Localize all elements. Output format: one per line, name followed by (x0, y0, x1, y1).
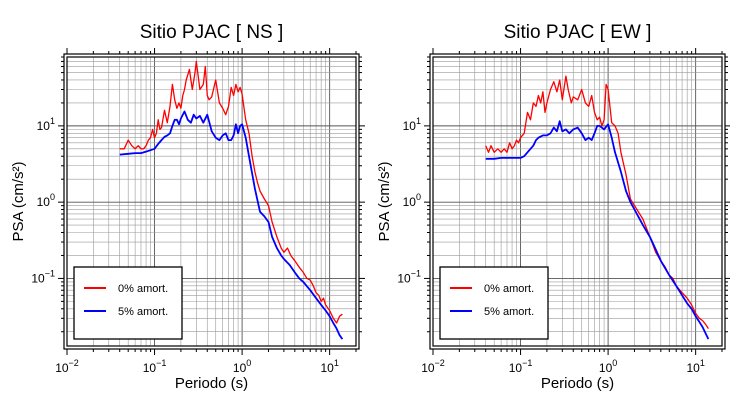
x-tick-label: 10−2 (421, 358, 445, 375)
plot-frame (432, 56, 723, 347)
x-tick-label: 10−2 (55, 358, 79, 375)
legend-label: 0% amort. (118, 283, 168, 295)
legend-box (439, 266, 549, 340)
legend: 0% amort. 5% amort. (73, 266, 183, 340)
y-tick-label: 10−1 (397, 268, 421, 285)
tick-labels: 10−2 10−1 100 101 10−1 100 101 (31, 116, 338, 375)
y-axis-label: PSA (cm/s²) (10, 161, 27, 241)
chart-panel-2: 10−2 10−1 100 101 10−1 100 101 Sitio PJAC [ EW … (376, 22, 730, 392)
plot-frame (66, 56, 357, 347)
chart-title: Sitio PJAC [ NS ] (140, 22, 284, 43)
tick-marks (58, 48, 365, 355)
x-axis-label: Periodo (s) (175, 375, 248, 392)
x-tick-label: 10−1 (143, 358, 167, 375)
legend-label: 0% amort. (484, 283, 534, 295)
series-line-red (119, 60, 343, 324)
x-tick-label: 101 (320, 358, 338, 375)
series-lines (119, 60, 344, 340)
series-lines (485, 75, 710, 340)
legend-label: 5% amort. (118, 306, 168, 318)
chart-title: Sitio PJAC [ EW ] (504, 22, 652, 43)
y-tick-label: 100 (403, 192, 421, 209)
plot-frame-outer (63, 53, 360, 350)
x-axis-label: Periodo (s) (541, 375, 614, 392)
tick-marks (424, 48, 730, 355)
x-tick-label: 10−1 (509, 358, 533, 375)
x-tick-label: 101 (686, 358, 704, 375)
y-tick-label: 101 (37, 116, 55, 133)
legend-label: 5% amort. (484, 306, 534, 318)
y-tick-label: 101 (403, 116, 421, 133)
y-tick-label: 10−1 (31, 268, 55, 285)
series-line-blue (119, 110, 344, 340)
chart-panel-1: 10−2 10−1 100 101 10−1 100 101 Sitio PJAC [ NS … (10, 22, 365, 392)
x-tick-label: 100 (233, 358, 251, 375)
x-tick-label: 100 (599, 358, 617, 375)
legend-box (73, 266, 183, 340)
legend: 0% amort. 5% amort. (439, 266, 549, 340)
tick-labels: 10−2 10−1 100 101 10−1 100 101 (397, 116, 704, 375)
y-axis-label: PSA (cm/s²) (376, 161, 393, 241)
series-line-blue (485, 120, 710, 340)
y-tick-label: 100 (37, 192, 55, 209)
plot-frame-outer (429, 53, 726, 350)
